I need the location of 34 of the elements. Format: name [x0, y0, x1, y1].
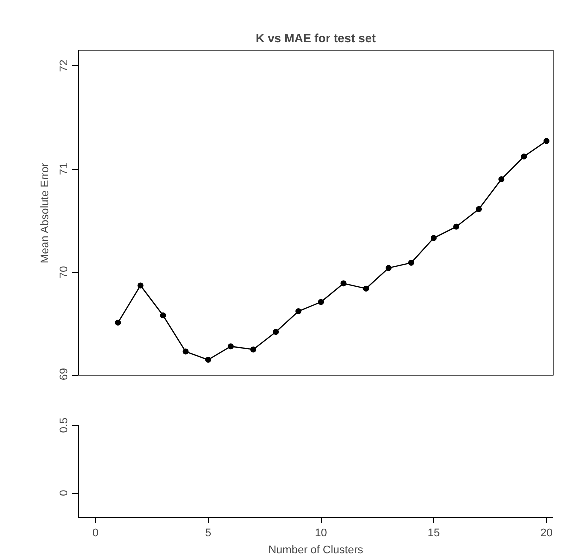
x-tick-label: 20: [540, 528, 553, 540]
point: [228, 344, 234, 350]
point: [340, 280, 347, 287]
point: [250, 346, 257, 353]
point: [160, 312, 166, 319]
x-tick-label: 10: [315, 528, 328, 540]
y-tick-label: 69: [58, 368, 70, 380]
point: [408, 260, 414, 266]
x-tick-label: 15: [428, 528, 440, 540]
y-tick-label: 72: [58, 60, 70, 72]
point: [521, 154, 528, 160]
point: [498, 176, 505, 182]
y-tick-label: 0: [58, 490, 70, 496]
x-axis-title: Number of Clusters: [268, 544, 364, 556]
point: [476, 206, 482, 212]
point: [182, 348, 189, 355]
point: [115, 320, 122, 326]
y-tick-label: 70: [58, 266, 70, 278]
point: [138, 282, 144, 289]
point: [454, 224, 460, 230]
point: [544, 138, 550, 144]
point: [273, 329, 280, 336]
chart-title: K vs MAE for test set: [256, 32, 376, 46]
point: [430, 235, 437, 242]
y-tick-label: 0.5: [58, 418, 70, 434]
point: [318, 299, 324, 306]
point: [363, 286, 370, 292]
x-tick-label: 0: [92, 528, 99, 540]
point: [386, 265, 392, 272]
y-axis-title: Mean Absolute Error: [40, 162, 52, 264]
x-tick-label: 5: [205, 528, 212, 540]
y-tick-label: 71: [58, 163, 70, 176]
point: [296, 308, 302, 315]
point: [205, 357, 212, 364]
